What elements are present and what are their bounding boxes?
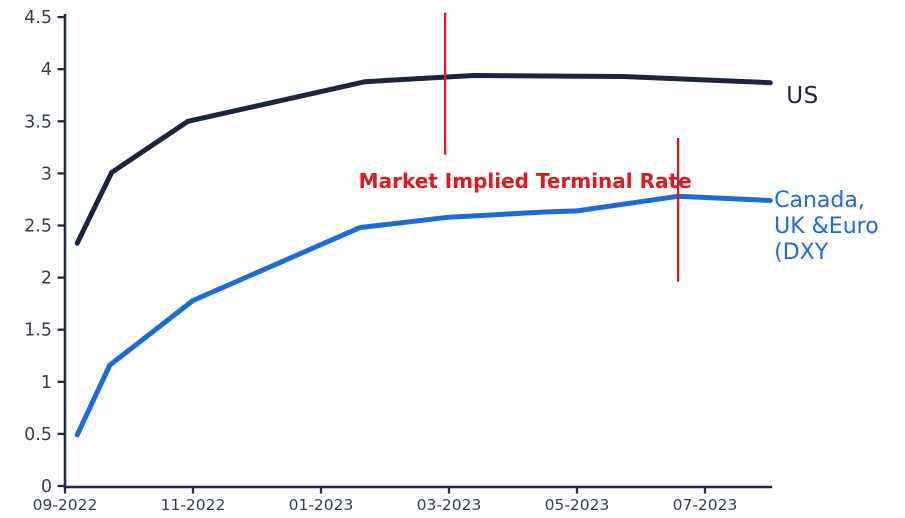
x-tick-label: 03-2023 [417,496,482,514]
y-tick-label: 3.5 [24,112,52,132]
series-label-us: US [786,82,819,109]
y-tick-label: 2 [41,269,52,289]
y-tick-label: 4.5 [24,8,52,28]
x-tick-label: 11-2022 [161,496,226,514]
series-label-canada-uk-euro-dxy: Canada, UK &Euro (DXY [774,187,879,265]
canada-uk-euro-dxy-line [74,193,773,438]
x-tick-label: 07-2023 [673,496,738,514]
y-tick-label: 1.5 [24,321,52,341]
x-tick-label: 05-2023 [545,496,610,514]
x-tick-label: 09-2022 [33,496,98,514]
annotation-market-implied-terminal-rate: Market Implied Terminal Rate [358,169,692,194]
y-tick-label: 3 [41,164,52,184]
y-tick-label: 0.5 [24,425,52,445]
y-tick-label: 2.5 [24,217,52,237]
y-tick-label: 4 [41,60,52,80]
x-tick-label: 01-2023 [289,496,354,514]
us-line [74,73,773,246]
y-tick-label: 1 [41,373,52,393]
y-tick-label: 0 [41,477,52,497]
